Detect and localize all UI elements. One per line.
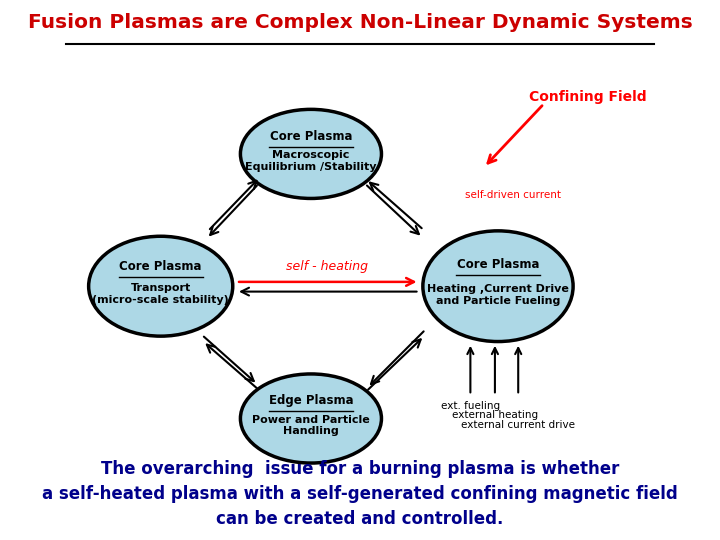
Ellipse shape: [89, 237, 233, 336]
Text: Core Plasma: Core Plasma: [120, 260, 202, 273]
Text: Macroscopic
Equilibrium /Stability: Macroscopic Equilibrium /Stability: [246, 150, 377, 172]
Text: Core Plasma: Core Plasma: [270, 130, 352, 143]
Text: Fusion Plasmas are Complex Non-Linear Dynamic Systems: Fusion Plasmas are Complex Non-Linear Dy…: [27, 14, 693, 32]
Text: external current drive: external current drive: [462, 420, 575, 430]
Text: ext. fueling: ext. fueling: [441, 401, 500, 411]
Text: Transport
(micro-scale stability): Transport (micro-scale stability): [92, 284, 229, 305]
Text: self-driven current: self-driven current: [465, 191, 562, 200]
Text: Edge Plasma: Edge Plasma: [269, 394, 354, 407]
Text: self - heating: self - heating: [287, 260, 369, 273]
Text: Core Plasma: Core Plasma: [456, 258, 539, 271]
Text: Confining Field: Confining Field: [528, 90, 647, 104]
Ellipse shape: [240, 374, 382, 463]
Text: Heating ,Current Drive
and Particle Fueling: Heating ,Current Drive and Particle Fuel…: [427, 284, 569, 306]
Ellipse shape: [240, 109, 382, 199]
Text: The overarching  issue for a burning plasma is whether
a self-heated plasma with: The overarching issue for a burning plas…: [42, 460, 678, 528]
Text: Power and Particle
Handling: Power and Particle Handling: [252, 415, 370, 436]
Text: external heating: external heating: [452, 410, 538, 421]
Ellipse shape: [423, 231, 573, 342]
